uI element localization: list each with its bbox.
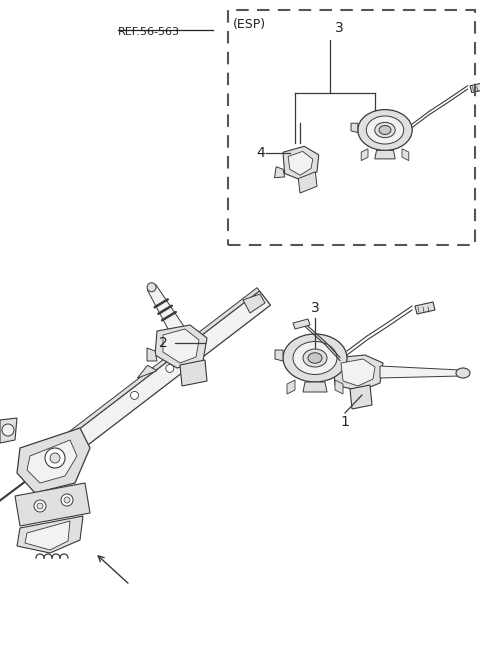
Polygon shape <box>275 167 285 178</box>
Ellipse shape <box>303 349 327 367</box>
Polygon shape <box>0 418 17 443</box>
Polygon shape <box>137 365 157 378</box>
Polygon shape <box>350 385 372 409</box>
Polygon shape <box>24 291 270 485</box>
Text: 3: 3 <box>335 21 344 35</box>
Polygon shape <box>275 350 283 361</box>
Circle shape <box>34 500 46 512</box>
Polygon shape <box>375 150 395 159</box>
Circle shape <box>37 503 43 509</box>
Polygon shape <box>470 82 480 93</box>
Polygon shape <box>180 360 207 386</box>
Polygon shape <box>163 329 199 363</box>
Ellipse shape <box>375 122 395 138</box>
Polygon shape <box>298 172 317 193</box>
Ellipse shape <box>358 110 412 150</box>
Circle shape <box>45 448 65 468</box>
Polygon shape <box>22 288 260 471</box>
Ellipse shape <box>456 368 470 378</box>
Polygon shape <box>147 285 198 356</box>
Ellipse shape <box>366 116 404 144</box>
Text: (ESP): (ESP) <box>233 18 266 31</box>
Polygon shape <box>15 483 90 526</box>
Circle shape <box>2 424 14 436</box>
Polygon shape <box>303 382 327 392</box>
Circle shape <box>64 497 70 503</box>
Polygon shape <box>243 294 265 313</box>
Polygon shape <box>288 151 313 175</box>
Circle shape <box>166 364 174 372</box>
Polygon shape <box>351 123 358 133</box>
Polygon shape <box>341 359 375 386</box>
Polygon shape <box>283 146 319 180</box>
Polygon shape <box>361 149 368 161</box>
Text: 3: 3 <box>311 301 319 315</box>
Text: 1: 1 <box>341 415 349 429</box>
Polygon shape <box>17 516 83 553</box>
Circle shape <box>131 391 139 400</box>
Bar <box>228 10 475 245</box>
Polygon shape <box>293 319 310 329</box>
Ellipse shape <box>379 125 391 135</box>
Polygon shape <box>415 302 435 314</box>
Polygon shape <box>380 366 460 378</box>
Polygon shape <box>287 380 295 394</box>
Polygon shape <box>27 440 77 483</box>
Text: 2: 2 <box>159 336 168 350</box>
Polygon shape <box>333 355 383 391</box>
Circle shape <box>61 494 73 506</box>
Text: 4: 4 <box>256 146 265 160</box>
Polygon shape <box>335 380 343 394</box>
Ellipse shape <box>283 334 347 382</box>
Polygon shape <box>402 149 409 161</box>
Polygon shape <box>25 521 70 550</box>
Ellipse shape <box>293 342 337 375</box>
Polygon shape <box>155 325 207 368</box>
Text: REF.56-563: REF.56-563 <box>118 27 180 37</box>
Circle shape <box>147 283 156 292</box>
Polygon shape <box>17 428 90 493</box>
Polygon shape <box>147 348 157 361</box>
Ellipse shape <box>308 353 322 363</box>
Circle shape <box>50 453 60 463</box>
